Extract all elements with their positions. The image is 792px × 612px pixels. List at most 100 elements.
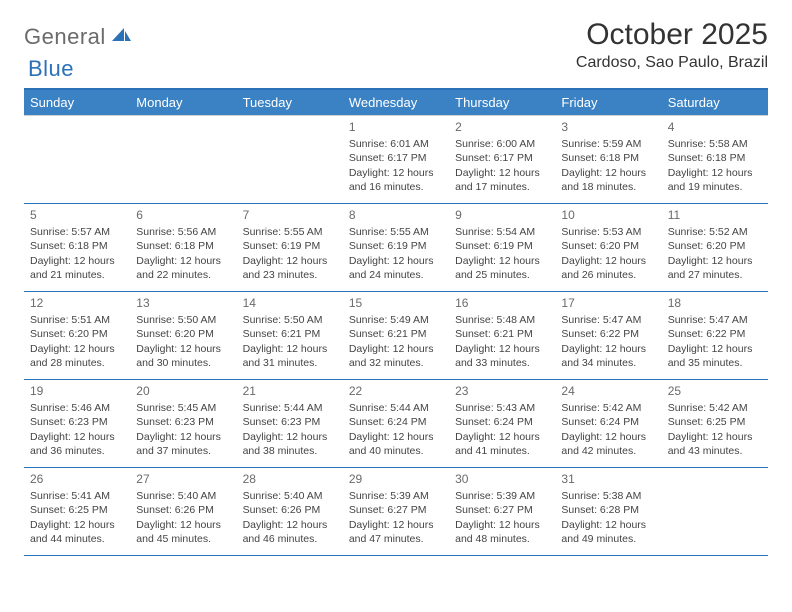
sunrise-text: Sunrise: 5:44 AM xyxy=(243,401,337,415)
sunrise-text: Sunrise: 6:01 AM xyxy=(349,137,443,151)
day-number: 16 xyxy=(455,295,549,311)
sunrise-text: Sunrise: 5:39 AM xyxy=(349,489,443,503)
sunrise-text: Sunrise: 5:45 AM xyxy=(136,401,230,415)
calendar-day-cell: 27Sunrise: 5:40 AMSunset: 6:26 PMDayligh… xyxy=(130,468,236,556)
daylight-text: Daylight: 12 hours and 18 minutes. xyxy=(561,166,655,194)
day-number: 6 xyxy=(136,207,230,223)
daylight-text: Daylight: 12 hours and 24 minutes. xyxy=(349,254,443,282)
sunset-text: Sunset: 6:24 PM xyxy=(455,415,549,429)
sunset-text: Sunset: 6:23 PM xyxy=(30,415,124,429)
sunrise-text: Sunrise: 5:50 AM xyxy=(136,313,230,327)
daylight-text: Daylight: 12 hours and 21 minutes. xyxy=(30,254,124,282)
day-number: 21 xyxy=(243,383,337,399)
sunrise-text: Sunrise: 5:43 AM xyxy=(455,401,549,415)
calendar-day-cell: 12Sunrise: 5:51 AMSunset: 6:20 PMDayligh… xyxy=(24,292,130,380)
sunrise-text: Sunrise: 5:54 AM xyxy=(455,225,549,239)
sunset-text: Sunset: 6:20 PM xyxy=(30,327,124,341)
sunrise-text: Sunrise: 5:40 AM xyxy=(136,489,230,503)
sunrise-text: Sunrise: 5:46 AM xyxy=(30,401,124,415)
day-number: 9 xyxy=(455,207,549,223)
calendar-day-cell: 5Sunrise: 5:57 AMSunset: 6:18 PMDaylight… xyxy=(24,204,130,292)
sunset-text: Sunset: 6:19 PM xyxy=(455,239,549,253)
daylight-text: Daylight: 12 hours and 37 minutes. xyxy=(136,430,230,458)
day-number: 26 xyxy=(30,471,124,487)
sunset-text: Sunset: 6:19 PM xyxy=(243,239,337,253)
daylight-text: Daylight: 12 hours and 27 minutes. xyxy=(668,254,762,282)
sunrise-text: Sunrise: 5:47 AM xyxy=(561,313,655,327)
sunset-text: Sunset: 6:17 PM xyxy=(349,151,443,165)
daylight-text: Daylight: 12 hours and 33 minutes. xyxy=(455,342,549,370)
daylight-text: Daylight: 12 hours and 25 minutes. xyxy=(455,254,549,282)
calendar-day-cell: 1Sunrise: 6:01 AMSunset: 6:17 PMDaylight… xyxy=(343,116,449,204)
daylight-text: Daylight: 12 hours and 35 minutes. xyxy=(668,342,762,370)
brand-sail-icon xyxy=(110,26,132,49)
sunset-text: Sunset: 6:21 PM xyxy=(243,327,337,341)
daylight-text: Daylight: 12 hours and 46 minutes. xyxy=(243,518,337,546)
brand-logo: General xyxy=(24,18,134,50)
daylight-text: Daylight: 12 hours and 31 minutes. xyxy=(243,342,337,370)
sunrise-text: Sunrise: 5:48 AM xyxy=(455,313,549,327)
day-number: 31 xyxy=(561,471,655,487)
day-number: 22 xyxy=(349,383,443,399)
sunset-text: Sunset: 6:18 PM xyxy=(668,151,762,165)
brand-word1: General xyxy=(24,24,106,50)
calendar-day-cell: 17Sunrise: 5:47 AMSunset: 6:22 PMDayligh… xyxy=(555,292,661,380)
sunset-text: Sunset: 6:23 PM xyxy=(136,415,230,429)
daylight-text: Daylight: 12 hours and 44 minutes. xyxy=(30,518,124,546)
sunset-text: Sunset: 6:26 PM xyxy=(136,503,230,517)
day-number: 25 xyxy=(668,383,762,399)
sunset-text: Sunset: 6:22 PM xyxy=(561,327,655,341)
calendar-body: 1Sunrise: 6:01 AMSunset: 6:17 PMDaylight… xyxy=(24,116,768,556)
day-number: 14 xyxy=(243,295,337,311)
page-title: October 2025 xyxy=(576,18,768,52)
weekday-header: Sunday xyxy=(24,89,130,116)
day-number: 3 xyxy=(561,119,655,135)
daylight-text: Daylight: 12 hours and 28 minutes. xyxy=(30,342,124,370)
sunrise-text: Sunrise: 5:59 AM xyxy=(561,137,655,151)
sunset-text: Sunset: 6:22 PM xyxy=(668,327,762,341)
calendar-day-cell: 4Sunrise: 5:58 AMSunset: 6:18 PMDaylight… xyxy=(662,116,768,204)
day-number: 11 xyxy=(668,207,762,223)
weekday-header: Monday xyxy=(130,89,236,116)
calendar-day-cell: 9 Sunrise: 5:54 AMSunset: 6:19 PMDaylight… xyxy=(449,204,555,292)
daylight-text: Daylight: 12 hours and 43 minutes. xyxy=(668,430,762,458)
sunrise-text: Sunrise: 5:38 AM xyxy=(561,489,655,503)
calendar-table: Sunday Monday Tuesday Wednesday Thursday… xyxy=(24,88,768,556)
sunset-text: Sunset: 6:25 PM xyxy=(668,415,762,429)
day-number: 2 xyxy=(455,119,549,135)
sunset-text: Sunset: 6:23 PM xyxy=(243,415,337,429)
weekday-header: Tuesday xyxy=(237,89,343,116)
sunrise-text: Sunrise: 5:42 AM xyxy=(561,401,655,415)
sunrise-text: Sunrise: 5:55 AM xyxy=(243,225,337,239)
sunrise-text: Sunrise: 5:40 AM xyxy=(243,489,337,503)
sunset-text: Sunset: 6:18 PM xyxy=(136,239,230,253)
calendar-day-cell: 29Sunrise: 5:39 AMSunset: 6:27 PMDayligh… xyxy=(343,468,449,556)
location-text: Cardoso, Sao Paulo, Brazil xyxy=(576,54,768,72)
sunset-text: Sunset: 6:24 PM xyxy=(561,415,655,429)
day-number: 24 xyxy=(561,383,655,399)
day-number: 15 xyxy=(349,295,443,311)
sunrise-text: Sunrise: 5:55 AM xyxy=(349,225,443,239)
calendar-day-cell: 19Sunrise: 5:46 AMSunset: 6:23 PMDayligh… xyxy=(24,380,130,468)
calendar-day-cell: 11Sunrise: 5:52 AMSunset: 6:20 PMDayligh… xyxy=(662,204,768,292)
calendar-week-row: 26Sunrise: 5:41 AMSunset: 6:25 PMDayligh… xyxy=(24,468,768,556)
calendar-day-cell xyxy=(237,116,343,204)
daylight-text: Daylight: 12 hours and 30 minutes. xyxy=(136,342,230,370)
day-number: 23 xyxy=(455,383,549,399)
day-number: 12 xyxy=(30,295,124,311)
daylight-text: Daylight: 12 hours and 19 minutes. xyxy=(668,166,762,194)
sunset-text: Sunset: 6:27 PM xyxy=(455,503,549,517)
calendar-day-cell: 25Sunrise: 5:42 AMSunset: 6:25 PMDayligh… xyxy=(662,380,768,468)
daylight-text: Daylight: 12 hours and 34 minutes. xyxy=(561,342,655,370)
calendar-day-cell: 23Sunrise: 5:43 AMSunset: 6:24 PMDayligh… xyxy=(449,380,555,468)
day-number: 20 xyxy=(136,383,230,399)
sunrise-text: Sunrise: 5:47 AM xyxy=(668,313,762,327)
calendar-day-cell: 26Sunrise: 5:41 AMSunset: 6:25 PMDayligh… xyxy=(24,468,130,556)
calendar-day-cell: 18Sunrise: 5:47 AMSunset: 6:22 PMDayligh… xyxy=(662,292,768,380)
sunrise-text: Sunrise: 5:44 AM xyxy=(349,401,443,415)
calendar-day-cell: 30Sunrise: 5:39 AMSunset: 6:27 PMDayligh… xyxy=(449,468,555,556)
day-number: 13 xyxy=(136,295,230,311)
calendar-week-row: 12Sunrise: 5:51 AMSunset: 6:20 PMDayligh… xyxy=(24,292,768,380)
calendar-week-row: 1Sunrise: 6:01 AMSunset: 6:17 PMDaylight… xyxy=(24,116,768,204)
sunset-text: Sunset: 6:18 PM xyxy=(561,151,655,165)
